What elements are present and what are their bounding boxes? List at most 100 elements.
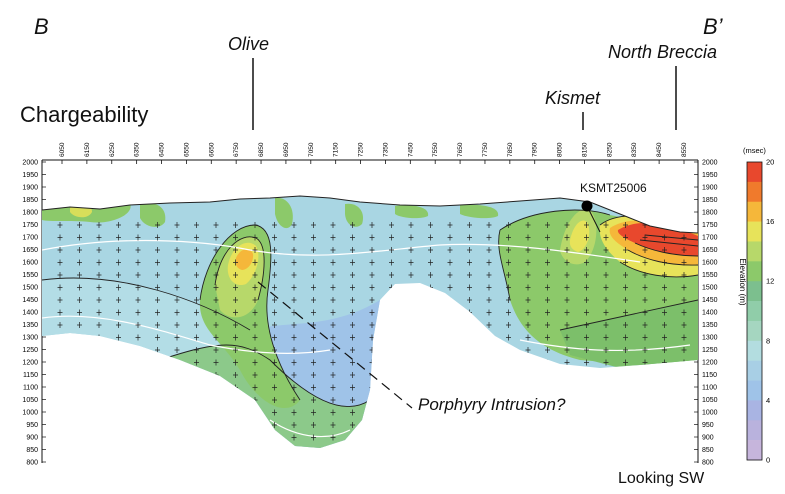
right-deep-green [560, 300, 698, 368]
right-axis-label: 1700 [702, 235, 718, 242]
left-axis-label: 1400 [22, 310, 38, 317]
right-axis-label: 1100 [702, 385, 717, 392]
right-axis-label: 1800 [702, 210, 718, 217]
top-axis-label: 8250 [606, 142, 613, 157]
left-axis-label: 1200 [22, 360, 38, 367]
target-label-north-breccia: North Breccia [608, 42, 718, 62]
right-axis-label: 1900 [702, 185, 718, 192]
right-axis-label: 1400 [702, 310, 718, 317]
colorbar-segment [747, 281, 762, 302]
left-axis-label: 1250 [22, 347, 38, 354]
section-title: Chargeability [20, 102, 149, 127]
colorbar-segment [747, 340, 762, 361]
left-axis-label: 1550 [22, 272, 38, 279]
top-axis-label: 6750 [233, 142, 240, 157]
olive-anomaly-core [235, 249, 254, 270]
top-axis-label: 7850 [507, 142, 514, 157]
target-label-kismet: Kismet [545, 88, 601, 108]
shallow-green-4 [345, 203, 364, 227]
left-axis-label: 1300 [22, 335, 38, 342]
top-axis-label: 7650 [457, 142, 464, 157]
left-axis-label: 1750 [22, 222, 38, 229]
top-axis-label: 7050 [308, 142, 315, 157]
colorbar-tick-label: 4 [766, 396, 770, 405]
right-axis-label: 2000 [702, 160, 718, 167]
left-axis-label: 1600 [22, 260, 38, 267]
right-axis-label: 1000 [702, 410, 718, 417]
shallow-green-6 [460, 204, 499, 219]
top-axis-label: 6550 [183, 142, 190, 157]
top-axis-label: 7450 [407, 142, 414, 157]
colorbar-segment [747, 261, 762, 282]
top-axis-label: 6150 [84, 142, 91, 157]
left-axis-label: 950 [26, 422, 38, 429]
kismet-anomaly-inner [569, 220, 590, 252]
right-axis-label: 1600 [702, 260, 718, 267]
right-axis-label: 800 [702, 460, 714, 467]
colorbar-tick-label: 0 [766, 456, 770, 465]
left-axis-label: 1650 [22, 247, 38, 254]
top-axis-label: 7150 [333, 142, 340, 157]
left-axis-label: 900 [26, 435, 38, 442]
left-axis-label: 1150 [23, 372, 38, 379]
top-axis-label: 8150 [581, 142, 588, 157]
shallow-green-3 [275, 197, 293, 229]
right-axis-label: 1750 [702, 222, 718, 229]
left-axis-label: 1350 [22, 322, 38, 329]
top-axis-label: 7550 [432, 142, 439, 157]
colorbar-segment [747, 201, 762, 222]
drillhole-label: KSMT25006 [580, 181, 647, 195]
contour-lines [42, 209, 698, 407]
top-axis-label: 6850 [258, 142, 265, 157]
colorbar-tick-label: 12 [766, 277, 774, 286]
left-elevation-axis: 2000 1950 1900 1850 1800 1750 1700 1650 1600 1550… [22, 160, 46, 467]
right-axis-title: Elevation (m) [738, 258, 747, 305]
left-axis-label: 1800 [22, 210, 38, 217]
porphyry-annotation: Porphyry Intrusion? [418, 395, 566, 414]
top-axis: 6050 6150 6250 6350 6450 6550 6650 6750 6850 6950… [42, 142, 698, 164]
right-axis-label: 1650 [702, 247, 718, 254]
right-axis-label: 1500 [702, 285, 718, 292]
section-start-label: B [34, 14, 49, 39]
shallow-green-5 [395, 205, 429, 219]
top-axis-label: 6050 [59, 142, 66, 157]
colorbar-segment [747, 420, 762, 441]
colorbar-tick-label: 20 [766, 158, 774, 167]
colorbar-segment [747, 162, 762, 183]
colorbar-segment [747, 221, 762, 242]
white-contour-lines [42, 239, 691, 438]
top-axis-label: 8050 [557, 142, 564, 157]
top-axis-label: 8350 [631, 142, 638, 157]
right-axis-label: 1250 [702, 347, 718, 354]
top-axis-label: 6350 [134, 142, 141, 157]
colorbar-tick-label: 16 [766, 217, 774, 226]
colorbar-tick-label: 8 [766, 336, 770, 345]
top-axis-label: 7750 [482, 142, 489, 157]
colorbar-segment [747, 440, 762, 461]
right-axis-label: 1200 [702, 360, 718, 367]
top-axis-label: 6650 [208, 142, 215, 157]
drillhole-collar-marker [581, 200, 593, 212]
left-axis-label: 850 [26, 447, 38, 454]
top-axis-label: 6950 [283, 142, 290, 157]
left-axis-label: 1450 [22, 297, 38, 304]
section-end-label: B’ [703, 14, 723, 39]
colorbar-segment [747, 320, 762, 342]
shallow-green-2 [140, 203, 166, 227]
right-axis-label: 1450 [702, 297, 718, 304]
left-axis-label: 1900 [22, 185, 38, 192]
colorbar-unit: (msec) [743, 146, 766, 155]
right-axis-label: 850 [702, 447, 714, 454]
right-axis-label: 1300 [702, 335, 718, 342]
right-axis-label: 1350 [702, 322, 718, 329]
colorbar: (msec)20 16 12 8 4 0 [743, 146, 774, 465]
left-axis-label: 1700 [22, 235, 38, 242]
colorbar-segment [747, 241, 762, 262]
right-axis-label: 1850 [702, 197, 718, 204]
porphyry-dashed-line [257, 281, 413, 409]
top-axis-label: 6250 [109, 142, 116, 157]
right-axis-label: 1550 [702, 272, 718, 279]
right-axis-label: 900 [702, 435, 714, 442]
colorbar-segment [747, 301, 762, 322]
